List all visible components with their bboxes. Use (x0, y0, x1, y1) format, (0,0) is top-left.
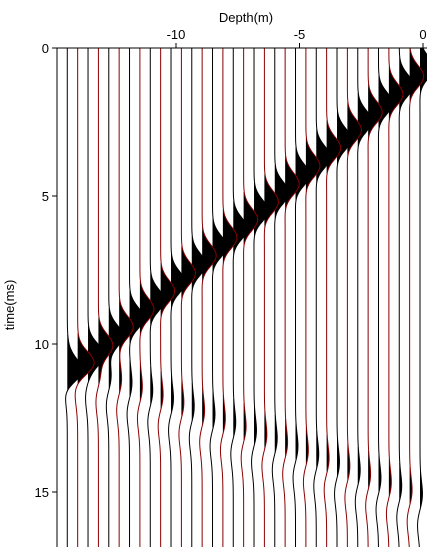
y-tick-label: 10 (35, 337, 49, 352)
seismic-trace (302, 48, 321, 547)
seismic-trace (85, 48, 105, 547)
trace-fill (316, 129, 331, 468)
seismic-trace (95, 48, 114, 547)
seismic-trace (251, 48, 269, 547)
axes-group (56, 47, 427, 547)
seismic-trace (396, 47, 414, 547)
seismic-trace (385, 48, 404, 547)
traces-group (65, 47, 427, 547)
trace-fill (347, 102, 362, 480)
seismic-trace (65, 48, 83, 547)
trace-fill (326, 120, 341, 472)
trace-fill (222, 209, 237, 433)
seismic-trace (105, 48, 124, 547)
x-tick-label: -10 (167, 27, 186, 42)
seismic-trace (271, 48, 290, 547)
seismic-trace (199, 48, 217, 547)
seismic-trace (116, 48, 134, 547)
trace-fill (202, 227, 217, 425)
trace-fill (409, 48, 424, 504)
seismic-trace (323, 48, 342, 547)
trace-fill (129, 290, 144, 397)
seismic-trace (334, 48, 352, 547)
seismic-trace (188, 48, 207, 547)
seismic-trace (168, 48, 186, 547)
x-tick-label: 0 (419, 27, 426, 42)
trace-fill (378, 75, 393, 492)
y-tick-label: 5 (42, 189, 49, 204)
seismic-trace (136, 48, 155, 547)
trace-fill (119, 299, 134, 393)
seismic-trace (417, 47, 427, 547)
y-tick-label: 0 (42, 41, 49, 56)
seismic-trace (365, 48, 383, 547)
trace-fill (150, 272, 165, 405)
trace-fill (399, 57, 414, 500)
seismic-trace (230, 48, 248, 547)
seismic-trace (292, 48, 311, 547)
trace-fill (212, 218, 227, 429)
y-ticks-group: 0 5 10 15 (35, 41, 57, 500)
seismic-trace (209, 48, 228, 547)
trace-fill (67, 335, 83, 391)
seismic-trace (375, 48, 394, 547)
x-ticks-group: -10 -5 0 (167, 27, 427, 48)
seismic-trace (406, 47, 425, 547)
y-axis-title: time(ms) (2, 280, 17, 331)
trace-fill (368, 84, 383, 488)
x-axis-title: Depth(m) (219, 10, 273, 25)
seismic-trace (178, 48, 196, 547)
y-tick-label: 15 (35, 485, 49, 500)
trace-fill (337, 111, 352, 476)
seismic-trace (126, 48, 145, 547)
trace-fill (420, 48, 427, 508)
trace-fill (181, 245, 196, 417)
seismic-trace (354, 48, 373, 547)
seismic-trace (282, 48, 300, 547)
seismic-trace (157, 48, 176, 547)
seismic-trace (240, 48, 259, 547)
seismic-trace (147, 48, 165, 547)
seismic-trace (74, 48, 95, 547)
seismic-trace (344, 48, 362, 547)
seismic-trace (313, 48, 331, 547)
trace-fill (98, 317, 113, 385)
seismic-trace (219, 48, 238, 547)
trace-fill (388, 66, 403, 496)
trace-fill (285, 156, 300, 457)
trace-fill (357, 93, 372, 484)
trace-fill (191, 236, 206, 421)
x-tick-label: -5 (294, 27, 306, 42)
seismic-trace (261, 48, 279, 547)
trace-fill (274, 165, 289, 453)
trace-fill (139, 281, 154, 401)
